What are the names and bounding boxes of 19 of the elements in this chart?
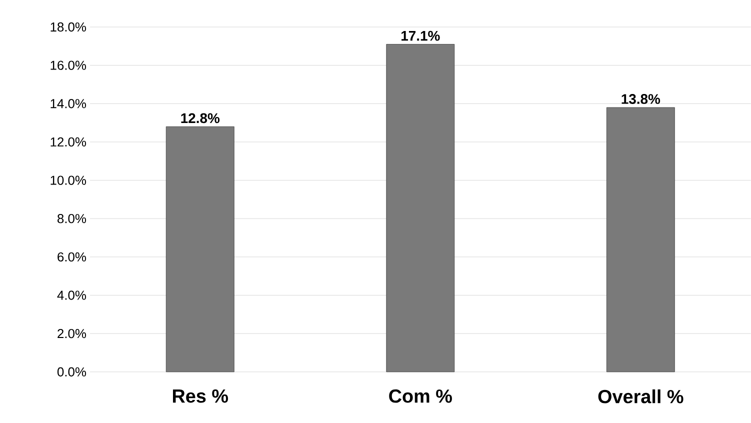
- x-tick-label: Res %: [172, 389, 228, 403]
- y-tick-label: 16.0%: [50, 60, 86, 70]
- data-label: 12.8%: [181, 113, 220, 124]
- bar: [606, 107, 675, 372]
- data-label: 17.1%: [401, 30, 440, 41]
- y-tick-label: 4.0%: [57, 290, 86, 300]
- y-tick-label: 14.0%: [50, 99, 86, 108]
- y-tick-label: 8.0%: [58, 214, 86, 224]
- bar: [166, 126, 234, 372]
- y-tick-label: 2.0%: [58, 329, 86, 338]
- data-label: 13.8%: [622, 94, 660, 104]
- x-tick-label: Com %: [389, 389, 452, 403]
- bar: [386, 44, 455, 372]
- y-tick-label: 6.0%: [58, 252, 86, 262]
- y-tick-label: 18.0%: [50, 22, 86, 32]
- y-tick-label: 12.0%: [50, 137, 86, 147]
- x-tick-label: Overall %: [598, 389, 684, 404]
- y-tick-label: 10.0%: [50, 176, 86, 185]
- y-tick-label: 0.0%: [57, 367, 86, 377]
